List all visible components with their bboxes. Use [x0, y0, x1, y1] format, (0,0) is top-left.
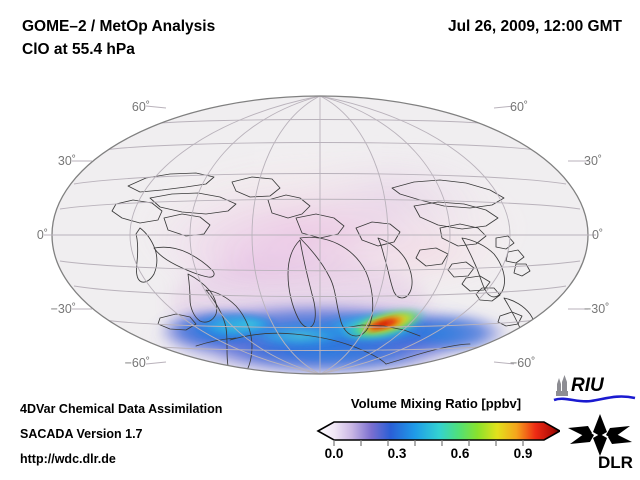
footer-line-url: http://wdc.dlr.de	[20, 452, 116, 466]
colorbar-ticks	[333, 440, 524, 446]
lat-label-left-30: 30˚	[57, 154, 76, 168]
mollweide-map	[44, 95, 596, 375]
footer-line-assimilation: 4DVar Chemical Data Assimilation	[20, 402, 223, 416]
colorbar-tick-1: 0.3	[387, 446, 407, 461]
cathedral-towers-icon	[556, 375, 568, 396]
colorbar-title: Volume Mixing Ratio [ppbv]	[350, 396, 522, 411]
lat-label-right-60: 60˚	[510, 100, 529, 114]
colorbar-scale	[316, 421, 560, 446]
lat-label-left-0: 0˚	[36, 228, 48, 242]
riu-wave-icon	[553, 395, 636, 403]
lat-label-left-minus30: −30˚	[50, 302, 76, 316]
lat-label-left-60: 60˚	[131, 100, 150, 114]
dlr-pinwheel-icon	[568, 414, 632, 456]
coastlines	[111, 172, 573, 374]
map-data-layer	[52, 96, 588, 374]
lat-label-right-minus30: −30˚	[584, 302, 610, 316]
dlr-logo-text: DLR	[598, 453, 633, 470]
dlr-logo: DLR	[568, 414, 633, 470]
lat-tick-marks	[44, 105, 596, 365]
footer-line-version: SACADA Version 1.7	[20, 427, 143, 441]
riu-logo: RIU	[553, 375, 636, 403]
timestamp: Jul 26, 2009, 12:00 GMT	[447, 18, 622, 35]
lat-label-right-minus60: −60˚	[510, 356, 536, 370]
page-title: GOME–2 / MetOp Analysis	[22, 18, 216, 35]
antarctic-clo-plume	[143, 294, 510, 374]
colorbar-tick-0: 0.0	[324, 446, 344, 461]
graticule	[52, 96, 588, 374]
map-figure: 60˚ 30˚ 0˚ −30˚ −60˚ 60˚ 30˚ 0˚ −30˚ −60…	[0, 78, 640, 388]
riu-logo-text: RIU	[571, 375, 605, 396]
lat-label-right-30: 30˚	[584, 154, 603, 168]
colorbar-tick-2: 0.6	[450, 446, 470, 461]
lat-label-left-minus60: −60˚	[124, 356, 150, 370]
lat-label-right-0: 0˚	[592, 228, 604, 242]
colorbar: Volume Mixing Ratio [ppbv] 0.0 0.3 0.6 0…	[312, 396, 560, 472]
colorbar-swatch	[316, 421, 560, 441]
page-subtitle: ClO at 55.4 hPa	[22, 41, 135, 58]
colorbar-tick-3: 0.9	[513, 446, 533, 461]
